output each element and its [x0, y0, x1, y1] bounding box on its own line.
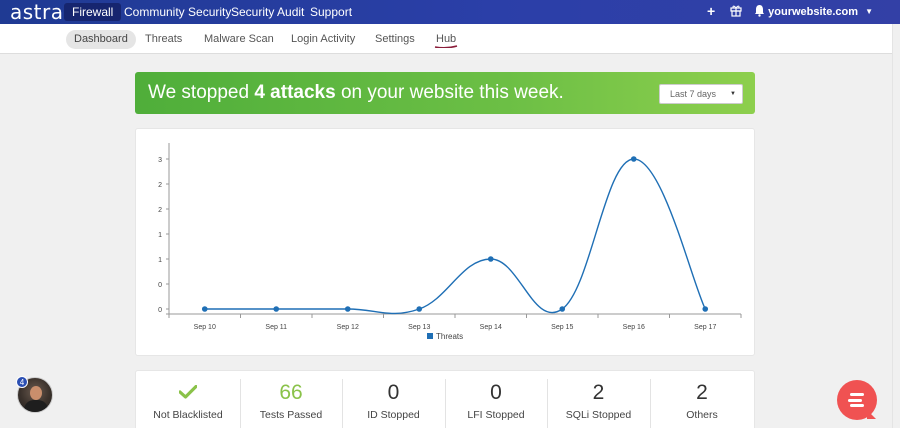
stat-value: 0	[490, 381, 502, 404]
stat-value: 2	[696, 381, 708, 404]
gift-icon[interactable]	[730, 4, 742, 21]
series-line-threats	[204, 158, 706, 315]
tab-threats[interactable]: Threats	[145, 33, 183, 45]
x-tick-label: Sep 10	[194, 324, 216, 331]
avatar-notification-badge: 4	[16, 376, 28, 388]
user-avatar[interactable]	[17, 377, 53, 413]
y-tick-label: 3	[158, 157, 162, 164]
stat-not-blacklisted: Not Blacklisted	[136, 371, 240, 428]
check-icon	[179, 385, 197, 399]
x-tick-label: Sep 12	[337, 324, 359, 331]
stat-label: Tests Passed	[259, 409, 323, 421]
banner-message: We stopped 4 attacks on your website thi…	[148, 82, 564, 103]
y-tick-label: 2	[158, 182, 162, 189]
y-tick-label: 0	[158, 282, 162, 289]
threats-chart-card: 0 0 1 1 2 2 3 Sep 10 Sep 11 Sep 12 Sep 13 Sep 14 Sep…	[135, 128, 755, 356]
site-selector[interactable]: yourwebsite.com	[768, 6, 858, 18]
stat-id-stopped: 0 ID Stopped	[342, 371, 445, 428]
legend-swatch	[427, 333, 433, 339]
nav-support[interactable]: Support	[310, 5, 353, 19]
sub-navbar: Dashboard Threats Malware Scan Login Act…	[0, 24, 892, 54]
data-point	[487, 256, 494, 262]
stat-tests-passed: 66 Tests Passed	[240, 371, 342, 428]
x-tick-label: Sep 16	[623, 324, 645, 331]
plus-icon[interactable]: +	[707, 3, 716, 19]
stat-value: 2	[592, 381, 605, 404]
attacks-banner: We stopped 4 attacks on your website thi…	[135, 72, 755, 114]
legend-label: Threats	[436, 332, 463, 341]
date-range-select[interactable]: Last 7 days ▼	[659, 84, 743, 104]
data-point	[630, 156, 637, 162]
tab-hub[interactable]: Hub	[436, 33, 457, 45]
stat-label: LFI Stopped	[467, 409, 525, 421]
stat-lfi-stopped: 0 LFI Stopped	[445, 371, 547, 428]
hub-underline-decoration	[434, 45, 458, 48]
data-point	[416, 306, 423, 312]
y-tick-label: 1	[158, 257, 162, 264]
stat-others: 2 Others	[650, 371, 754, 428]
stat-value: 66	[279, 381, 303, 404]
y-tick-label: 1	[158, 232, 162, 239]
top-navbar: astra Firewall Community Security Securi…	[0, 0, 900, 24]
tab-dashboard[interactable]: Dashboard	[66, 30, 136, 49]
x-tick-label: Sep 11	[265, 324, 287, 331]
stats-card: Not Blacklisted 66 Tests Passed 0 ID Sto…	[135, 370, 755, 428]
chevron-down-icon[interactable]: ▼	[865, 7, 873, 16]
nav-security-audit[interactable]: Security Audit	[231, 5, 305, 19]
stat-label: Not Blacklisted	[153, 409, 223, 421]
data-point	[273, 306, 280, 312]
stat-label: Others	[686, 409, 718, 421]
tab-malware-scan[interactable]: Malware Scan	[204, 33, 274, 45]
stat-sqli-stopped: 2 SQLi Stopped	[547, 371, 650, 428]
data-point	[559, 306, 566, 312]
bell-icon[interactable]	[754, 4, 765, 21]
x-tick-label: Sep 15	[551, 324, 573, 331]
stat-value: 0	[387, 381, 400, 404]
astra-logo[interactable]: astra	[10, 0, 64, 24]
threats-line-chart: 0 0 1 1 2 2 3 Sep 10 Sep 11 Sep 12 Sep 13 Sep 14 Sep…	[158, 143, 742, 341]
tab-settings[interactable]: Settings	[375, 33, 415, 45]
data-point	[344, 306, 351, 312]
data-point	[201, 306, 208, 312]
nav-community-security[interactable]: Community Security	[124, 5, 232, 19]
x-tick-label: Sep 13	[408, 324, 430, 331]
attacks-count: 4 attacks	[254, 82, 336, 103]
y-tick-label: 2	[158, 207, 162, 214]
stat-label: ID Stopped	[367, 409, 420, 421]
chat-launcher-button[interactable]	[837, 380, 877, 420]
x-tick-label: Sep 17	[694, 324, 716, 331]
page-scrollbar[interactable]	[892, 24, 900, 428]
y-tick-label: 0	[158, 307, 162, 314]
data-point	[702, 306, 709, 312]
stat-label: SQLi Stopped	[565, 409, 632, 421]
nav-firewall[interactable]: Firewall	[64, 3, 122, 21]
select-caret-icon: ▼	[730, 91, 736, 97]
tab-login-activity[interactable]: Login Activity	[291, 33, 356, 45]
x-tick-label: Sep 14	[480, 324, 502, 331]
